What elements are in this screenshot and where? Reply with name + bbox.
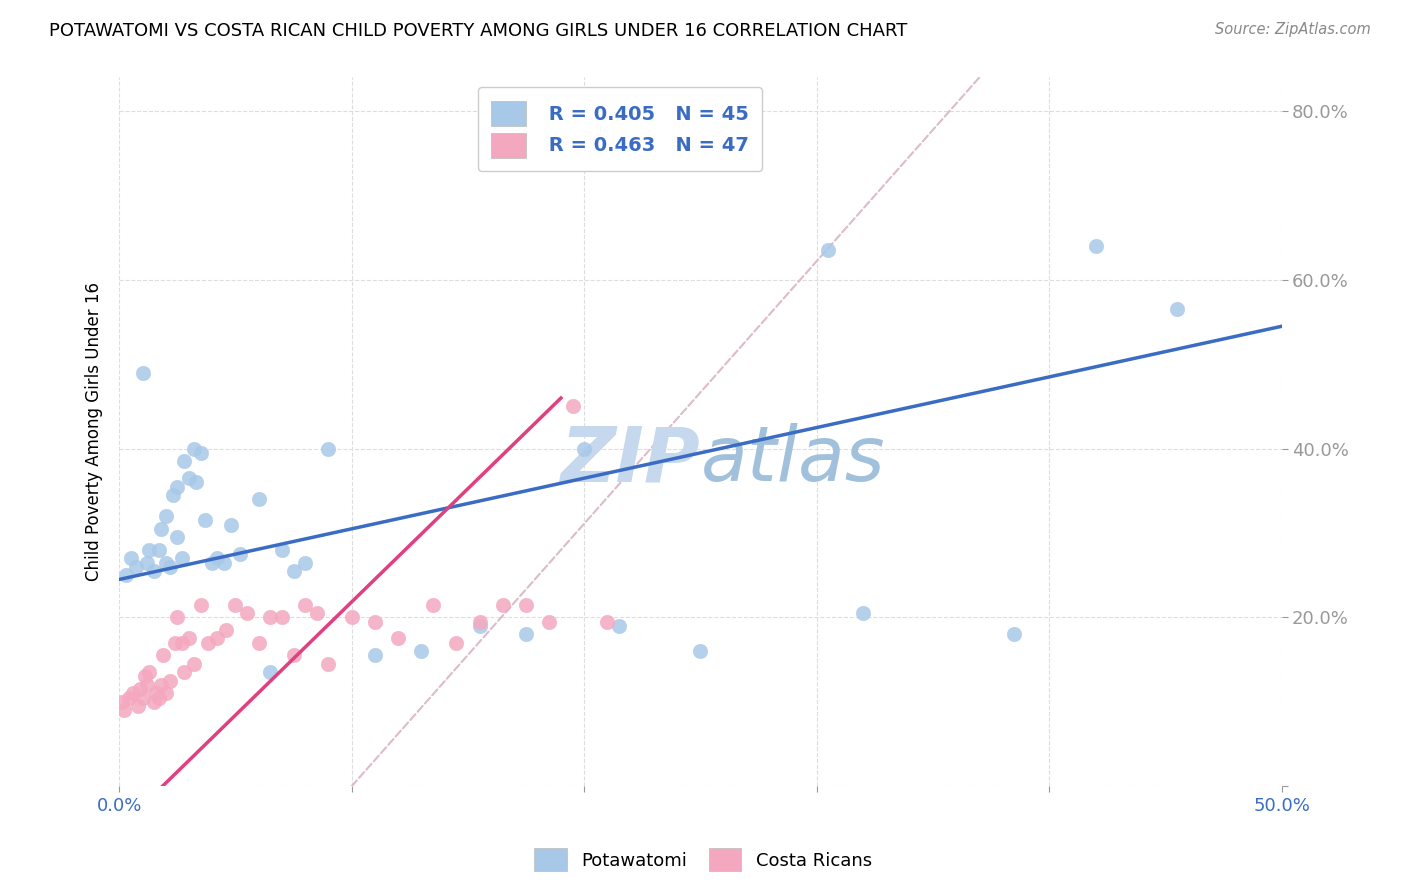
Point bbox=[170, 551, 193, 566]
Point bbox=[596, 615, 619, 629]
Point bbox=[364, 648, 387, 663]
Point bbox=[561, 400, 583, 414]
Point bbox=[205, 551, 228, 566]
Point bbox=[1084, 239, 1107, 253]
Point bbox=[159, 673, 181, 688]
Point bbox=[112, 703, 135, 717]
Point bbox=[127, 698, 149, 713]
Point bbox=[224, 598, 246, 612]
Point bbox=[152, 648, 174, 663]
Point bbox=[117, 690, 139, 705]
Point bbox=[159, 559, 181, 574]
Point bbox=[183, 442, 205, 456]
Text: ZIP: ZIP bbox=[561, 423, 700, 497]
Point bbox=[515, 598, 537, 612]
Point bbox=[340, 610, 363, 624]
Point bbox=[173, 454, 195, 468]
Point bbox=[115, 568, 138, 582]
Point bbox=[155, 509, 177, 524]
Point bbox=[201, 556, 224, 570]
Point bbox=[219, 517, 242, 532]
Point bbox=[155, 686, 177, 700]
Point bbox=[190, 598, 212, 612]
Point bbox=[143, 695, 166, 709]
Point bbox=[150, 522, 173, 536]
Point bbox=[124, 559, 146, 574]
Point bbox=[212, 556, 235, 570]
Point bbox=[136, 678, 159, 692]
Point bbox=[852, 606, 875, 620]
Point bbox=[387, 632, 409, 646]
Point bbox=[1166, 302, 1188, 317]
Point bbox=[110, 695, 132, 709]
Point bbox=[411, 644, 433, 658]
Point bbox=[283, 648, 305, 663]
Point bbox=[572, 442, 595, 456]
Point bbox=[259, 610, 281, 624]
Point bbox=[166, 530, 188, 544]
Point bbox=[422, 598, 444, 612]
Point bbox=[271, 542, 294, 557]
Point bbox=[177, 632, 200, 646]
Text: atlas: atlas bbox=[700, 423, 884, 497]
Point bbox=[150, 678, 173, 692]
Point bbox=[148, 542, 170, 557]
Point bbox=[318, 442, 340, 456]
Point bbox=[131, 690, 153, 705]
Legend:  R = 0.405   N = 45,  R = 0.463   N = 47: R = 0.405 N = 45, R = 0.463 N = 47 bbox=[478, 87, 762, 171]
Point bbox=[184, 475, 207, 490]
Point bbox=[166, 610, 188, 624]
Point bbox=[148, 690, 170, 705]
Text: Source: ZipAtlas.com: Source: ZipAtlas.com bbox=[1215, 22, 1371, 37]
Point bbox=[138, 665, 160, 680]
Point bbox=[194, 513, 217, 527]
Point bbox=[259, 665, 281, 680]
Point bbox=[247, 492, 270, 507]
Point bbox=[294, 556, 316, 570]
Text: POTAWATOMI VS COSTA RICAN CHILD POVERTY AMONG GIRLS UNDER 16 CORRELATION CHART: POTAWATOMI VS COSTA RICAN CHILD POVERTY … bbox=[49, 22, 908, 40]
Point bbox=[173, 665, 195, 680]
Point bbox=[236, 606, 259, 620]
Point bbox=[515, 627, 537, 641]
Point bbox=[817, 244, 839, 258]
Point bbox=[607, 619, 630, 633]
Point bbox=[170, 636, 193, 650]
Point bbox=[131, 366, 153, 380]
Point bbox=[229, 547, 252, 561]
Point bbox=[538, 615, 561, 629]
Legend: Potawatomi, Costa Ricans: Potawatomi, Costa Ricans bbox=[527, 841, 879, 879]
Point bbox=[283, 564, 305, 578]
Point bbox=[166, 480, 188, 494]
Point bbox=[145, 686, 167, 700]
Point bbox=[177, 471, 200, 485]
Point bbox=[190, 446, 212, 460]
Point bbox=[271, 610, 294, 624]
Point bbox=[122, 686, 145, 700]
Point bbox=[689, 644, 711, 658]
Point bbox=[183, 657, 205, 671]
Point bbox=[155, 556, 177, 570]
Point bbox=[138, 542, 160, 557]
Point bbox=[143, 564, 166, 578]
Point bbox=[294, 598, 316, 612]
Point bbox=[197, 636, 219, 650]
Y-axis label: Child Poverty Among Girls Under 16: Child Poverty Among Girls Under 16 bbox=[86, 282, 103, 582]
Point bbox=[305, 606, 328, 620]
Point bbox=[247, 636, 270, 650]
Point bbox=[136, 556, 159, 570]
Point bbox=[468, 619, 491, 633]
Point bbox=[165, 636, 187, 650]
Point bbox=[162, 488, 184, 502]
Point bbox=[446, 636, 468, 650]
Point bbox=[129, 682, 152, 697]
Point bbox=[364, 615, 387, 629]
Point bbox=[1002, 627, 1025, 641]
Point bbox=[468, 615, 491, 629]
Point bbox=[215, 623, 238, 637]
Point bbox=[134, 669, 156, 683]
Point bbox=[120, 551, 142, 566]
Point bbox=[318, 657, 340, 671]
Point bbox=[492, 598, 515, 612]
Point bbox=[205, 632, 228, 646]
